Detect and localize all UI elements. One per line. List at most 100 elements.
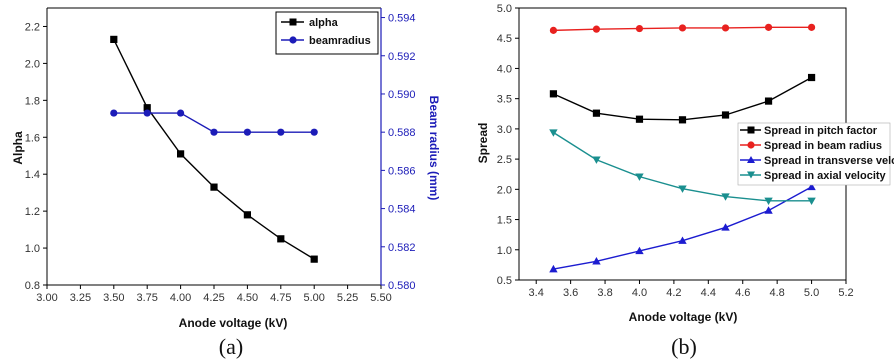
chart-a-series-beamradius-point xyxy=(143,109,151,117)
chart-a-legend-marker-beamradius xyxy=(289,36,297,44)
chart-a-legend-label-beamradius: beamradius xyxy=(309,35,371,47)
chart-b-xtick-label: 4.6 xyxy=(735,287,750,299)
chart-b-legend-label-axial: Spread in axial velocity xyxy=(764,170,887,182)
chart-a-xtick-label: 3.75 xyxy=(136,292,157,304)
chart-a-ylabel: Alpha xyxy=(11,131,25,165)
chart-b-series-spread-in-beam-radius-point xyxy=(764,23,773,31)
chart-b-series-spread-in-beam-radius-point xyxy=(721,24,730,32)
chart-a-legend-marker-alpha xyxy=(289,18,297,26)
chart-a-panel-label: (a) xyxy=(219,334,243,359)
chart-b-legend-marker-transverse xyxy=(747,156,755,163)
chart-b-series-spread-in-beam-radius-point xyxy=(549,26,558,34)
chart-a-ytick-label: 2.2 xyxy=(25,21,40,33)
chart-a-ytick-label: 1.2 xyxy=(25,206,40,218)
chart-a-xtick-label: 3.00 xyxy=(36,292,57,304)
chart-a-series-alpha-point xyxy=(310,255,318,263)
chart-b-ytick-label: 4.0 xyxy=(497,63,512,75)
chart-a-legend-label-alpha: alpha xyxy=(309,17,339,29)
chart-b-series-spread-in-beam-radius-point xyxy=(635,24,644,33)
chart-a-series-alpha-point xyxy=(210,183,218,191)
chart-a-y2tick-label: 0.592 xyxy=(388,51,416,63)
chart-a-ytick-label: 0.8 xyxy=(25,280,40,292)
chart-a-y2tick-label: 0.588 xyxy=(388,127,416,139)
chart-b-series-spread-in-beam-radius-point xyxy=(678,24,687,32)
chart-b-series-spread-in-pitch-factor-point xyxy=(764,97,773,105)
chart-b-xtick-label: 4.8 xyxy=(770,287,785,299)
chart-b-legend: Spread in pitch factor Spread in beam ra… xyxy=(737,122,894,186)
chart-a-y2tick-label: 0.580 xyxy=(388,280,416,292)
chart-a-xtick-label: 4.00 xyxy=(170,292,191,304)
chart-b-series-spread-in-pitch-factor-line xyxy=(553,76,812,121)
chart-a-y2tick-label: 0.582 xyxy=(388,242,416,254)
chart-a-xtick-label: 5.00 xyxy=(303,292,324,304)
chart-b-series-spread-in-axial-velocity-point xyxy=(592,156,601,164)
chart-b-series-spread-in-transverse-velocity-point xyxy=(549,264,558,273)
chart-b-ytick-label: 3.5 xyxy=(497,94,512,106)
chart-a-series-alpha-point xyxy=(143,104,151,112)
chart-b-series-spread-in-axial-velocity-point xyxy=(678,185,687,193)
chart-a-xtick-label: 5.50 xyxy=(370,292,391,304)
chart-b-series-spread-in-transverse-velocity-point xyxy=(807,182,816,191)
chart-b-xtick-label: 5.0 xyxy=(804,287,819,299)
chart-b-xtick-label: 4.2 xyxy=(666,287,681,299)
chart-b-ylabel: Spread xyxy=(476,123,490,164)
chart-a-ytick-label: 2.0 xyxy=(25,58,40,70)
chart-b-xtick-label: 5.2 xyxy=(838,287,853,299)
chart-b-series-spread-in-pitch-factor-point xyxy=(635,115,644,123)
chart-a-series-beamradius-point xyxy=(110,109,118,117)
chart-a-series-beamradius-point xyxy=(310,128,318,136)
chart-b-series-spread-in-pitch-factor-point xyxy=(549,90,558,98)
chart-b-legend-marker-beam xyxy=(747,141,755,149)
chart-b-series-spread-in-transverse-velocity-point xyxy=(635,246,644,255)
chart-b-series-spread-in-axial-velocity-point xyxy=(635,173,644,181)
chart-a-ytick-label: 1.6 xyxy=(25,132,40,144)
chart-a-y2tick-label: 0.586 xyxy=(388,165,416,177)
chart-b-series-spread-in-transverse-velocity-point xyxy=(592,257,601,265)
chart-b-xlabel: Anode voltage (kV) xyxy=(629,310,738,324)
chart-b-legend-label-transverse: Spread in transverse velocity xyxy=(764,155,894,167)
chart-b-series-spread-in-axial-velocity-point xyxy=(549,129,558,137)
chart-a: 3.00 3.25 3.50 3.75 4.00 4.25 4.50 4.75 5.00 5.25… xyxy=(11,7,441,359)
chart-a-xtick-label: 4.75 xyxy=(270,292,291,304)
chart-b-series-spread-in-beam-radius-point xyxy=(592,25,601,33)
chart-a-marks xyxy=(110,35,318,263)
chart-b-series-spread-in-pitch-factor-point xyxy=(721,111,730,119)
chart-b-ytick-label: 2.5 xyxy=(497,154,512,166)
chart-b: 3.4 3.6 3.8 4.0 4.2 4.4 4.6 4.8 5.0 5.2 0.5 1.0 1.5 2… xyxy=(476,3,894,359)
chart-a-legend: alpha beamradius xyxy=(275,11,379,55)
chart-b-series-spread-in-axial-velocity-point xyxy=(764,197,773,206)
chart-b-legend-label-pitch: Spread in pitch factor xyxy=(764,125,878,137)
chart-b-series-spread-in-transverse-velocity-point xyxy=(721,223,730,231)
chart-b-series-spread-in-pitch-factor-point xyxy=(678,116,687,124)
chart-b-ytick-label: 1.5 xyxy=(497,215,512,227)
chart-a-series-beamradius-point xyxy=(177,109,185,117)
chart-b-legend-marker-axial xyxy=(747,171,755,179)
chart-a-ytick-label: 1.4 xyxy=(25,169,40,181)
chart-b-ytick-label: 0.5 xyxy=(497,275,512,287)
chart-a-xtick-label: 5.25 xyxy=(337,292,358,304)
chart-b-ytick-label: 3.0 xyxy=(497,124,512,136)
chart-a-series-beamradius-point xyxy=(243,128,251,136)
chart-a-y2tick-label: 0.584 xyxy=(388,204,416,216)
chart-b-panel-label: (b) xyxy=(671,334,697,359)
chart-b-axes: 3.4 3.6 3.8 4.0 4.2 4.4 4.6 4.8 5.0 5.2 0.5 1.0 1.5 2… xyxy=(497,3,854,299)
chart-a-series-alpha-point xyxy=(243,211,251,219)
chart-a-series-alpha-point xyxy=(110,35,118,43)
chart-b-ytick-label: 2.0 xyxy=(497,184,512,196)
chart-b-series-spread-in-axial-velocity-point xyxy=(721,193,730,201)
chart-a-xlabel: Anode voltage (kV) xyxy=(179,316,288,330)
chart-a-series-beamradius-point xyxy=(277,128,285,136)
chart-b-legend-box xyxy=(737,122,891,186)
chart-b-series-spread-in-axial-velocity-point xyxy=(807,197,816,206)
chart-b-xtick-label: 3.4 xyxy=(529,287,544,299)
chart-a-y2label: Beam radius (mm) xyxy=(427,96,441,201)
chart-b-ytick-label: 5.0 xyxy=(497,3,512,15)
chart-b-xtick-label: 3.8 xyxy=(597,287,612,299)
chart-b-xtick-label: 3.6 xyxy=(563,287,578,299)
chart-b-series-spread-in-pitch-factor-point xyxy=(592,109,601,117)
chart-b-series-spread-in-transverse-velocity-point xyxy=(764,206,773,214)
chart-b-xtick-label: 4.0 xyxy=(632,287,647,299)
chart-b-legend-marker-pitch xyxy=(747,126,755,134)
chart-a-series-alpha-point xyxy=(277,235,285,243)
chart-a-series-alpha-line xyxy=(113,39,315,260)
